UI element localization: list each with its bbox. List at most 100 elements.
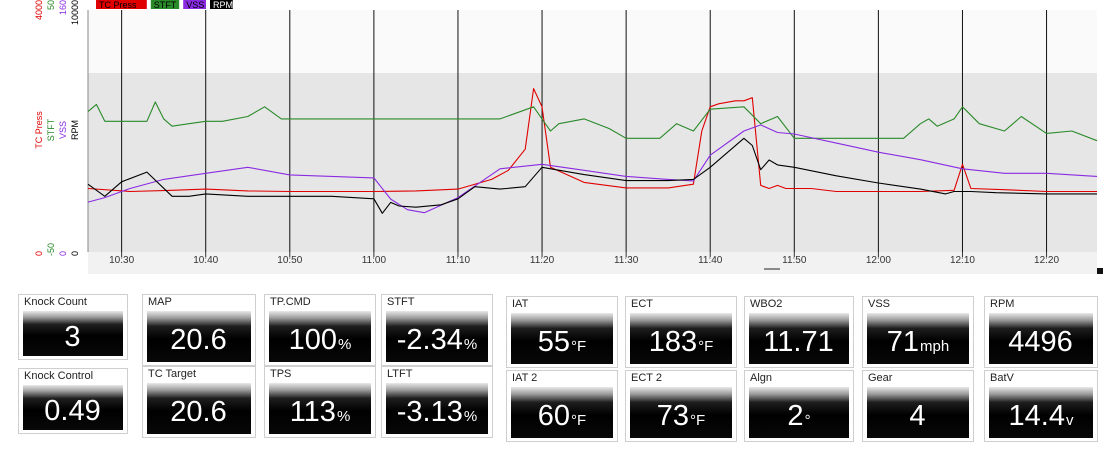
series-stft [87, 101, 1098, 142]
gauge-ect-2[interactable]: ECT 2 73°F [625, 370, 737, 442]
gauge-label: VSS [868, 298, 891, 310]
axis-title: RPM [70, 120, 80, 140]
gauge-batv[interactable]: BatV 14.4v [984, 370, 1098, 442]
gauge-iat-2[interactable]: IAT 2 60°F [506, 370, 618, 442]
gauge-label: LTFT [387, 368, 413, 380]
x-tick-label: 11:10 [446, 255, 471, 266]
gauge-value: 2° [787, 400, 811, 432]
x-tick-label: 10:50 [277, 255, 302, 266]
gauge-value: 71mph [886, 326, 950, 358]
gauge-stft[interactable]: STFT -2.34% [381, 294, 493, 366]
gauge-label: ECT 2 [631, 372, 662, 384]
legend-item: STFT [154, 0, 177, 10]
axis-min-label: 0 [70, 251, 80, 256]
gauge-value: 183°F [648, 326, 714, 358]
gauge-label: Knock Count [24, 296, 87, 308]
gauge-display: -3.13% [386, 383, 488, 434]
chart-svg[interactable]: 10:30 10:40 10:50 11:00 11:10 11:20 11:30 11:40… [0, 0, 1114, 290]
gauge-wbo2[interactable]: WBO2 11.71 [744, 296, 854, 368]
x-tick-label: 11:50 [782, 255, 807, 266]
gauge-label: Knock Control [24, 370, 94, 382]
x-tick-label: 11:00 [362, 255, 387, 266]
gauge-display: 4496 [989, 313, 1093, 364]
legend-swatch [183, 0, 206, 9]
gauge-algn[interactable]: Algn 2° [744, 370, 854, 442]
gauge-ect[interactable]: ECT 183°F [625, 296, 737, 368]
gauge-label: IAT [512, 298, 529, 310]
axis-max-label: 160 [58, 0, 68, 15]
gauge-vss[interactable]: VSS 71mph [862, 296, 974, 368]
axis-title: STFT [46, 118, 56, 141]
x-tick-label: 12:20 [1034, 255, 1059, 266]
gauge-label: ECT [631, 298, 653, 310]
gauge-value: 4 [909, 400, 926, 432]
gauge-rpm[interactable]: RPM 4496 [984, 296, 1098, 368]
gauge-display: -2.34% [386, 311, 488, 362]
x-tick-label: 11:20 [530, 255, 555, 266]
gauge-value: 4496 [1008, 326, 1073, 358]
gauge-iat[interactable]: IAT 55°F [506, 296, 618, 368]
gauge-tc-target[interactable]: TC Target 20.6 [142, 366, 256, 438]
gauge-value: 100% [288, 324, 352, 356]
legend-item: RPM [213, 0, 233, 10]
gauge-value: 20.6 [170, 324, 227, 356]
legend-swatch [96, 0, 147, 9]
legend-item: TC Press [99, 0, 137, 10]
x-tick-label: 11:30 [614, 255, 639, 266]
gauge-label: TP.CMD [270, 296, 311, 308]
gauge-display: 113% [269, 383, 371, 434]
gauge-display: 100% [269, 311, 371, 362]
gauge-value: 14.4v [1008, 400, 1074, 432]
x-tick-label: 11:40 [698, 255, 723, 266]
gauge-display: 20.6 [147, 311, 251, 362]
x-tick-label: 10:30 [109, 255, 134, 266]
gauge-value: 55°F [537, 326, 587, 358]
x-tick-label: 12:00 [866, 255, 891, 266]
gauge-value: 11.71 [763, 326, 834, 358]
axis-max-label: 10000 [70, 0, 80, 25]
gauge-knock-count[interactable]: Knock Count 3 [18, 294, 128, 360]
gauge-label: IAT 2 [512, 372, 538, 384]
legend-item: VSS [186, 0, 204, 10]
axis-min-label: 0 [34, 251, 44, 256]
x-tick-label: 12:10 [950, 255, 975, 266]
gauge-display: 2° [749, 387, 849, 438]
gauge-label: TPS [270, 368, 292, 380]
chart-resize-handle[interactable] [1097, 268, 1103, 274]
gauge-tps[interactable]: TPS 113% [264, 366, 376, 438]
gauge-label: RPM [990, 298, 1015, 310]
gauge-label: WBO2 [750, 298, 783, 310]
x-tick-label: 10:40 [193, 255, 218, 266]
time-axis-band [88, 252, 1097, 274]
axis-max-label: 50 [46, 0, 56, 10]
gauge-label: MAP [148, 296, 172, 308]
gauge-label: STFT [387, 296, 415, 308]
gauge-display: 20.6 [147, 383, 251, 434]
series-tc-press [87, 88, 1097, 193]
series-rpm [87, 137, 1097, 214]
gauge-tp-cmd[interactable]: TP.CMD 100% [264, 294, 376, 366]
gauge-value: 3 [64, 321, 81, 353]
chart-band [88, 73, 1097, 252]
gauge-ltft[interactable]: LTFT -3.13% [381, 366, 493, 438]
axis-title: VSS [58, 121, 68, 139]
gauge-display: 11.71 [749, 313, 849, 364]
gauge-value: 0.49 [44, 395, 101, 427]
gauge-display: 55°F [511, 313, 613, 364]
gauge-value: -2.34% [396, 324, 478, 356]
datalog-chart[interactable]: 10:30 10:40 10:50 11:00 11:10 11:20 11:30 11:40… [0, 0, 1114, 290]
gauge-gear[interactable]: Gear 4 [862, 370, 974, 442]
axis-max-label: 4000 [34, 0, 44, 20]
gauge-value: -3.13% [396, 396, 478, 428]
gauge-value: 73°F [656, 400, 706, 432]
gauge-display: 4 [867, 387, 969, 438]
chart-band [88, 10, 1097, 73]
legend-swatch [210, 0, 233, 9]
axis-min-label: 0 [58, 251, 68, 256]
gauge-knock-control[interactable]: Knock Control 0.49 [18, 368, 128, 434]
legend-swatch [150, 0, 180, 9]
gauge-display: 14.4v [989, 387, 1093, 438]
gauge-map[interactable]: MAP 20.6 [142, 294, 256, 366]
gauge-display: 73°F [630, 387, 732, 438]
timeline-scroll-thumb[interactable] [764, 268, 780, 270]
